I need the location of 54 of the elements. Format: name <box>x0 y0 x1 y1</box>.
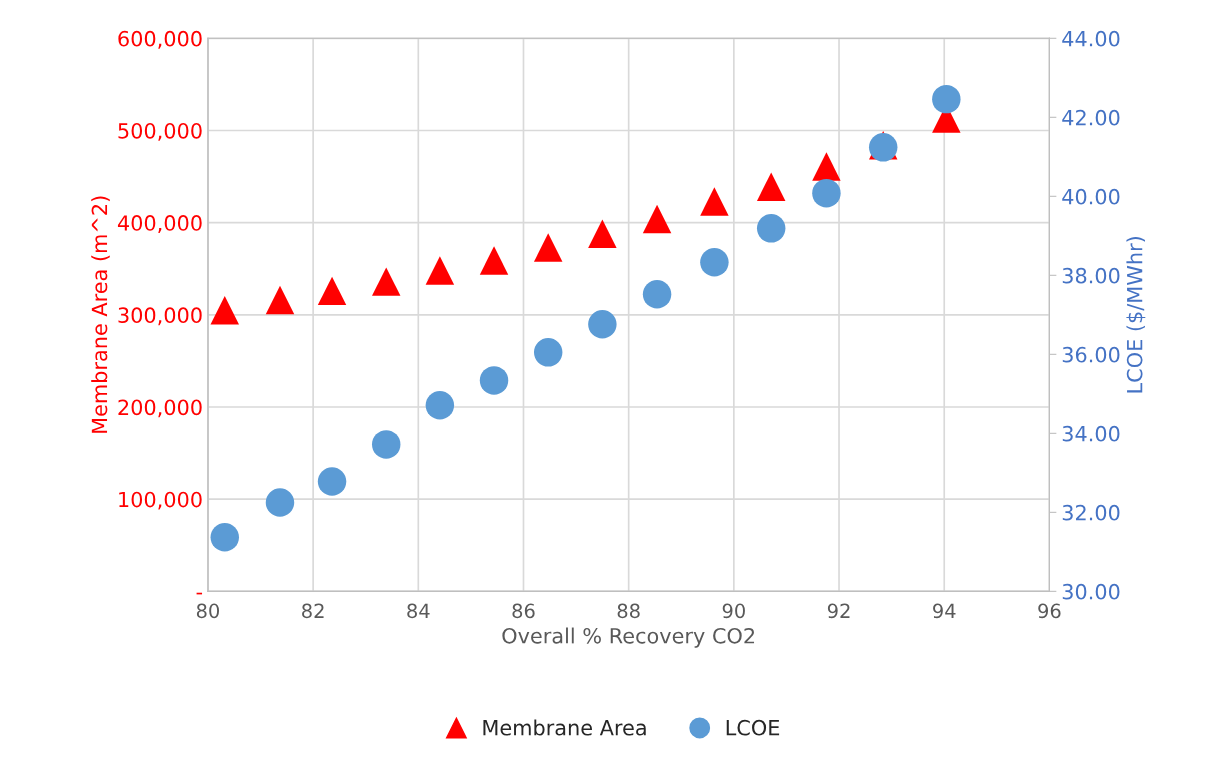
point <box>265 285 295 315</box>
point <box>479 246 509 275</box>
x-tick-label: 80 <box>196 603 220 619</box>
point <box>756 214 786 243</box>
y-tick-label: 200,000 <box>118 399 202 418</box>
x-tick-label: 92 <box>827 603 850 619</box>
point <box>588 310 617 339</box>
point <box>642 280 672 309</box>
x-tick-label: 96 <box>1038 603 1061 619</box>
point <box>588 219 617 248</box>
point <box>932 84 961 114</box>
point <box>533 233 563 262</box>
point <box>425 256 455 285</box>
y2-tick-label: 42.00 <box>1062 109 1120 126</box>
x-tick-label: 94 <box>933 603 956 619</box>
y2-tick-label: 40.00 <box>1062 188 1120 205</box>
x-tick-label: 86 <box>512 603 535 619</box>
y-tick-label: 400,000 <box>117 215 202 233</box>
point <box>479 366 509 395</box>
y-tick-label: - <box>196 592 203 595</box>
point <box>700 187 729 216</box>
y-tick-label: 600,000 <box>118 30 202 49</box>
y2-axis-title: LCOE ($/MWhr) <box>1126 237 1146 393</box>
point <box>812 178 841 208</box>
y2-tick-label: 32.00 <box>1062 504 1120 521</box>
x-tick-label: 90 <box>722 603 745 619</box>
y-tick-label: 100,000 <box>119 491 202 510</box>
y-tick-label: 500,000 <box>118 122 202 141</box>
x-axis-title: Overall % Recovery CO2 <box>502 627 755 648</box>
point <box>210 523 239 552</box>
point <box>425 391 455 420</box>
x-tick-label: 82 <box>302 603 324 619</box>
y2-tick-label: 38.00 <box>1062 267 1120 284</box>
point <box>812 152 841 181</box>
point <box>700 248 729 277</box>
y-tick-label: 300,000 <box>118 307 202 326</box>
x-tick-label: 88 <box>617 603 640 619</box>
point <box>533 338 563 367</box>
y2-tick-label: 34.00 <box>1062 425 1120 442</box>
point <box>371 267 401 296</box>
point <box>371 430 401 459</box>
y2-tick-label: 44.00 <box>1062 30 1120 47</box>
point <box>756 172 786 201</box>
y2-tick-label: 30.00 <box>1062 583 1120 600</box>
x-tick-label: 84 <box>407 603 430 619</box>
legend-label: Membrane Area <box>483 719 646 736</box>
y-axis-title: Membrane Area (m^2) <box>91 196 110 433</box>
y2-tick-label: 36.00 <box>1062 346 1120 363</box>
point <box>317 467 347 496</box>
point <box>265 488 295 517</box>
point <box>642 204 672 234</box>
legend-label: LCOE <box>726 719 780 736</box>
point <box>317 276 347 306</box>
point <box>210 295 239 325</box>
